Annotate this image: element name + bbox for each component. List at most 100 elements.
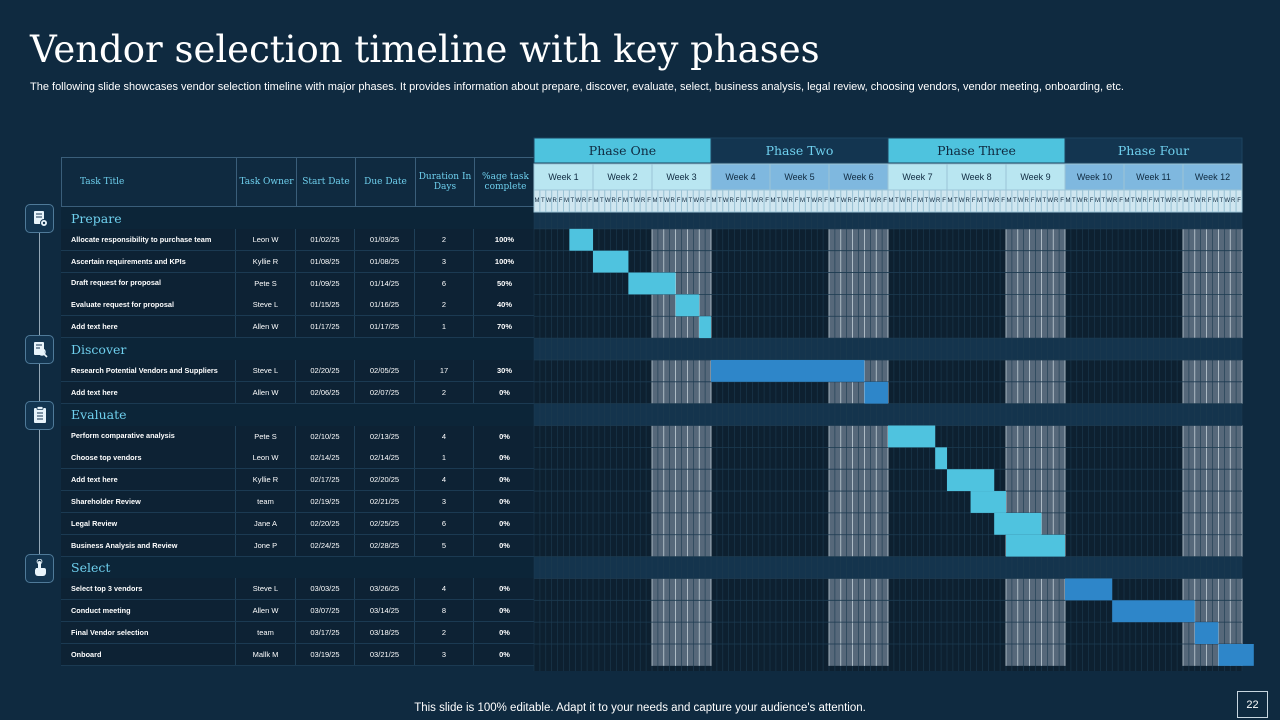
day-header-cell <box>692 189 700 213</box>
day-header-cell <box>905 189 913 213</box>
duration-days: 2 <box>415 381 474 403</box>
day-header-cell <box>799 189 806 213</box>
gantt-bar <box>1065 578 1113 601</box>
header-due-date: Due Date <box>356 158 416 208</box>
gantt-bar <box>1006 534 1065 557</box>
due-date: 02/25/25 <box>355 512 415 534</box>
percent-complete: 0% <box>499 584 510 594</box>
start-date: 01/02/25 <box>296 228 355 250</box>
day-header-cell <box>1046 189 1054 213</box>
day-header-cell <box>598 189 606 213</box>
duration-days: 5 <box>415 534 474 556</box>
due-date: 02/13/25 <box>355 425 415 447</box>
phase-header-3 <box>887 137 1066 164</box>
day-header-cell <box>563 189 570 213</box>
start-date: 03/17/25 <box>296 622 355 644</box>
day-header-cell <box>592 189 600 213</box>
day-header-cell <box>1223 189 1231 213</box>
task-owner: Kyllie R <box>236 250 296 272</box>
task-title: Onboard <box>61 644 236 665</box>
week-header-cell <box>769 163 830 191</box>
day-header-cell <box>734 189 741 213</box>
group-row-evaluate: Evaluate <box>61 403 535 426</box>
day-header-cell <box>840 189 848 213</box>
day-header-cell <box>1070 189 1078 213</box>
day-header-cell <box>622 189 629 213</box>
gantt-bar <box>947 469 995 492</box>
gantt-bar <box>593 250 629 273</box>
due-date: 02/05/25 <box>355 359 415 381</box>
duration-days: 3 <box>415 250 474 272</box>
percent-complete: 0% <box>499 628 510 638</box>
start-date: 02/06/25 <box>296 381 355 403</box>
task-title: Add text here <box>61 316 236 338</box>
week-header-cell <box>1182 163 1243 191</box>
group-title: Discover <box>71 341 127 357</box>
due-date: 02/20/25 <box>355 469 415 491</box>
week-header-cell <box>887 163 948 191</box>
day-header-cell <box>716 189 724 213</box>
task-title: Final Vendor selection <box>61 622 236 644</box>
day-header-cell <box>940 189 948 213</box>
day-header-cell <box>1206 189 1213 213</box>
day-header-cell <box>740 189 747 213</box>
gantt-bar <box>699 316 711 339</box>
day-header-cell <box>917 189 924 213</box>
day-header-cell <box>639 189 647 213</box>
day-header-cell <box>539 189 547 213</box>
table-row: Final Vendor selection team 03/17/25 03/18/… <box>61 622 535 645</box>
day-header-cell <box>1117 189 1125 213</box>
day-header-cell <box>846 189 854 213</box>
header-duration: Duration In Days <box>416 158 475 208</box>
day-header-cell <box>1011 189 1019 213</box>
start-date: 01/08/25 <box>296 250 355 272</box>
duration-days: 8 <box>415 600 474 622</box>
day-header-cell <box>875 189 883 213</box>
due-date: 02/21/25 <box>355 491 415 513</box>
duration-days: 3 <box>415 644 474 665</box>
start-date: 02/20/25 <box>296 359 355 381</box>
duration-days: 1 <box>415 447 474 469</box>
due-date: 02/28/25 <box>355 534 415 556</box>
day-header-cell <box>1135 189 1143 213</box>
duration-days: 6 <box>415 512 474 534</box>
day-header-cell <box>1229 189 1237 213</box>
percent-complete: 100% <box>494 234 515 244</box>
page-number: 22 <box>1237 691 1268 718</box>
day-header-cell <box>869 189 877 213</box>
phase-header-4 <box>1064 137 1243 164</box>
gantt-bar <box>1194 622 1219 644</box>
header-percent-complete: %age task complete <box>482 172 529 192</box>
day-header-cell <box>763 189 771 213</box>
day-header-cell <box>804 189 812 213</box>
day-header-cell <box>1099 189 1107 213</box>
task-title: Research Potential Vendors and Suppliers <box>61 359 236 381</box>
group-title: Select <box>71 560 111 576</box>
task-owner: Leon W <box>236 447 296 469</box>
task-owner: Allen W <box>236 600 296 622</box>
percent-complete: 0% <box>499 475 510 485</box>
duration-days: 4 <box>415 469 474 491</box>
duration-days: 2 <box>415 622 474 644</box>
header-task-owner: Task Owner <box>237 158 297 208</box>
day-header-cell <box>834 189 842 213</box>
day-header-cell <box>1235 189 1243 213</box>
group-row-select: Select <box>61 556 535 579</box>
duration-days: 17 <box>415 359 474 381</box>
day-header-cell <box>999 189 1007 213</box>
start-date: 03/07/25 <box>296 600 355 622</box>
day-header-cell <box>970 189 977 213</box>
day-header-cell <box>899 189 907 213</box>
day-header-cell <box>1076 189 1084 213</box>
task-title: Choose top vendors <box>61 447 236 469</box>
day-header-cell <box>681 189 688 213</box>
table-row: Add text here Allen W 01/17/25 01/17/25 1 70% <box>61 316 535 339</box>
day-header-cell <box>586 189 594 213</box>
day-header-cell <box>1017 189 1025 213</box>
phase-header-1 <box>533 137 712 164</box>
day-header-cell <box>952 189 960 213</box>
day-header-cell <box>1158 189 1166 213</box>
day-header-cell <box>1088 189 1095 213</box>
start-date: 01/15/25 <box>296 294 355 316</box>
